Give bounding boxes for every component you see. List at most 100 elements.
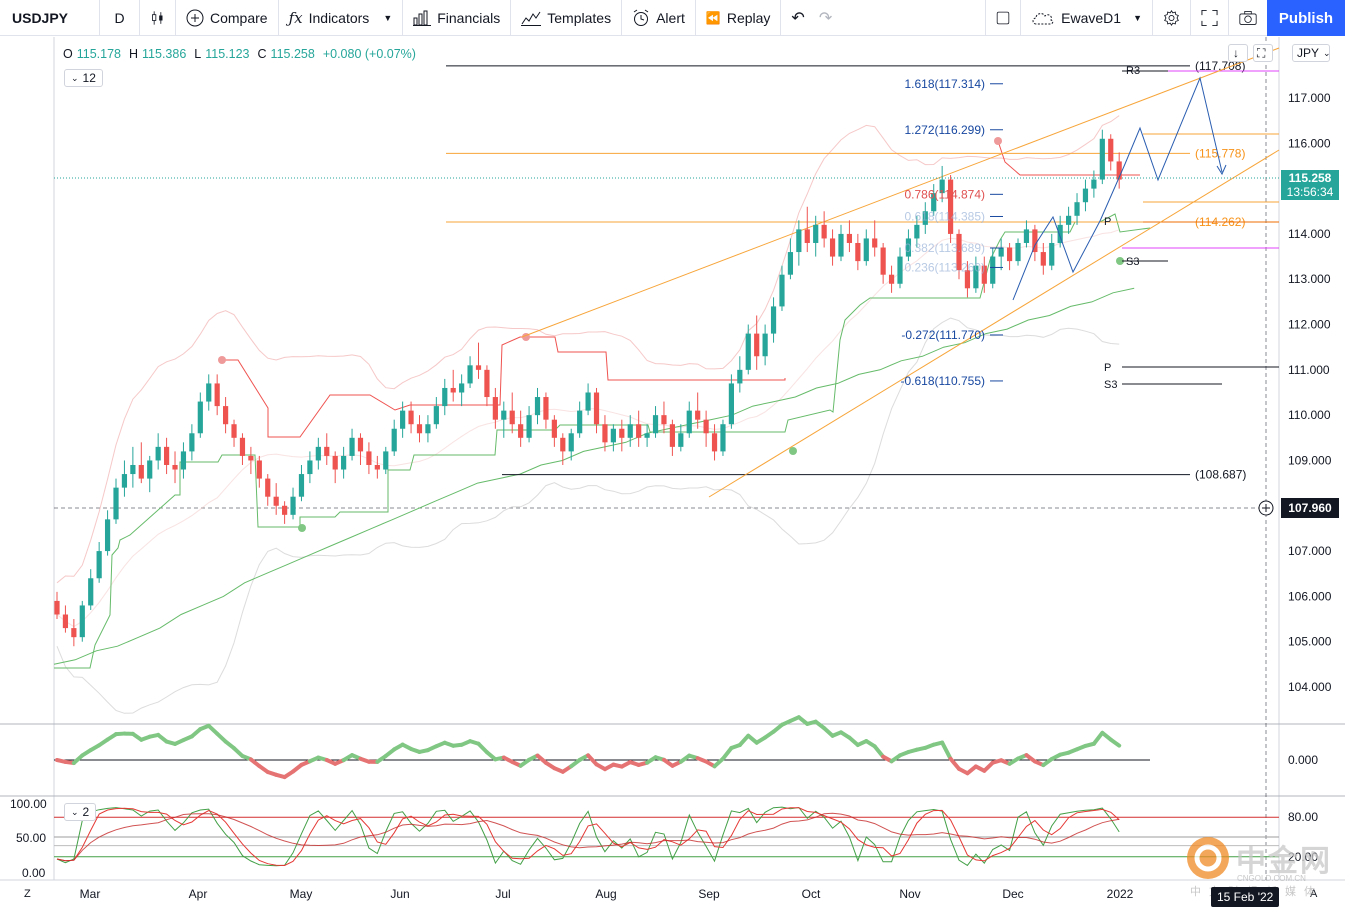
maximize-pane-button[interactable]: ⛶ — [1253, 44, 1273, 62]
indicators-toggle[interactable]: ⌄ 12 — [64, 69, 103, 87]
templates-icon — [521, 11, 542, 26]
candle-body — [863, 238, 869, 262]
watermark-logo: 中金网 CNGOLD.COM.CN 中文财经新媒体 — [1186, 836, 1332, 898]
candle-body — [408, 410, 414, 425]
replay-button[interactable]: ⏪ Replay — [696, 0, 782, 36]
chevron-down-icon[interactable]: ▼ — [383, 12, 393, 23]
chart-background — [0, 36, 1345, 909]
compare-button[interactable]: Compare — [176, 0, 279, 36]
candle-body — [374, 464, 380, 470]
price-chart[interactable]: (117.708)(115.778)(114.262)(108.687) 1.6… — [0, 36, 1345, 909]
pane3-axis-mid: 50.00 — [16, 831, 47, 845]
templates-button[interactable]: Templates — [511, 0, 623, 36]
crosshair-price-label: 107.960 — [1288, 501, 1332, 515]
publish-button[interactable]: Publish — [1267, 0, 1345, 36]
financials-button[interactable]: Financials — [403, 0, 512, 36]
candle-body — [804, 229, 810, 243]
camera-icon — [1239, 11, 1257, 25]
watermark-url: CNGOLD.COM.CN — [1237, 874, 1306, 883]
snapshot-button[interactable] — [1229, 0, 1267, 36]
candle-body — [846, 233, 853, 243]
compare-label: Compare — [210, 9, 268, 26]
candle-body — [425, 424, 431, 434]
candle-body — [652, 415, 659, 434]
candle-body — [956, 233, 962, 271]
currency-button[interactable]: JPY ⌄ — [1292, 44, 1331, 62]
candle-body — [231, 424, 237, 438]
candle-body — [737, 369, 743, 384]
undo-icon[interactable]: ↶ — [791, 9, 805, 27]
fib-level-label: -0.618(110.755) — [900, 374, 985, 388]
candle-body — [1066, 215, 1072, 225]
candle-body — [307, 460, 313, 475]
candle-body — [155, 446, 161, 461]
candle-body — [720, 424, 726, 452]
time-tick-label: Oct — [802, 887, 821, 901]
save-layout-button[interactable]: EwaveD1 ▼ — [1021, 0, 1153, 36]
candle-body — [315, 446, 321, 461]
stop-dot — [298, 524, 306, 532]
indicators-button[interactable]: ƒx Indicators ▼ — [279, 0, 404, 36]
time-tick-label: Nov — [899, 887, 920, 901]
candle-body — [922, 211, 928, 225]
settings-button[interactable] — [1153, 0, 1191, 36]
sr-label: (108.687) — [1195, 468, 1246, 482]
candle-body — [71, 628, 77, 638]
time-tick-label: Apr — [189, 887, 208, 901]
alert-label: Alert — [656, 9, 685, 26]
price-tick-label: 111.000 — [1288, 363, 1330, 377]
candle-body — [450, 387, 456, 393]
candle-body — [197, 401, 203, 434]
candle-body — [138, 464, 144, 479]
candle-body — [1091, 179, 1097, 189]
chevron-down-icon: ⌄ — [71, 806, 79, 817]
open-key: O — [63, 47, 73, 61]
square-layout-icon — [996, 11, 1010, 25]
fullscreen-button[interactable] — [1191, 0, 1229, 36]
candle-body — [560, 437, 566, 452]
candle-body — [79, 605, 85, 638]
candle-body — [518, 424, 524, 438]
candle-body — [1116, 161, 1122, 180]
osc-segment — [586, 753, 599, 767]
scroll-down-button[interactable]: ↓ — [1228, 44, 1248, 62]
candle-body — [745, 333, 751, 370]
low-value: 115.123 — [205, 47, 250, 61]
symbol-search-button[interactable]: USDJPY — [0, 0, 100, 36]
time-axis: Mar Apr May Jun Jul Aug Sep Oct Nov Dec 2022 — [80, 887, 1134, 901]
candle-body — [872, 238, 878, 248]
zoom-toggle[interactable]: Z — [24, 888, 31, 900]
osc-axis-label: 0.000 — [1288, 753, 1318, 767]
osc-segment — [1091, 730, 1105, 746]
fib-level-label: 0.382(113.689) — [904, 241, 985, 255]
redo-icon[interactable]: ↷ — [818, 9, 833, 27]
candle-body — [770, 306, 777, 334]
candle-body — [442, 387, 448, 407]
stoch-slow-line — [56, 812, 1120, 862]
lower-band — [56, 317, 1120, 714]
candle-body — [534, 397, 541, 416]
candle-body — [636, 424, 642, 438]
interval-button[interactable]: D — [100, 0, 140, 36]
price-tick-label: 112.000 — [1288, 318, 1331, 332]
layout-select-button[interactable] — [985, 0, 1022, 36]
financials-label: Financials — [437, 9, 501, 26]
stoch-axis-label: 80.00 — [1288, 810, 1318, 824]
candle-body — [754, 333, 760, 357]
candle-body — [383, 451, 389, 470]
chevron-down-icon[interactable]: ▼ — [1133, 13, 1142, 23]
pane-indicators-toggle[interactable]: ⌄ 2 — [64, 803, 97, 821]
candle-body — [366, 451, 372, 465]
publish-label: Publish — [1278, 9, 1334, 27]
alert-button[interactable]: Alert — [622, 0, 696, 36]
candle-body — [838, 233, 844, 257]
candle-body — [1082, 188, 1089, 203]
auto-scale-toggle[interactable]: A — [1310, 888, 1318, 900]
indicator-count: 12 — [82, 71, 96, 85]
close-key: C — [257, 47, 267, 61]
wave-path — [1012, 76, 1223, 301]
chart-type-button[interactable] — [140, 0, 176, 36]
candle-body — [357, 437, 364, 452]
candle-body — [1023, 229, 1030, 243]
candle-body — [551, 419, 557, 438]
